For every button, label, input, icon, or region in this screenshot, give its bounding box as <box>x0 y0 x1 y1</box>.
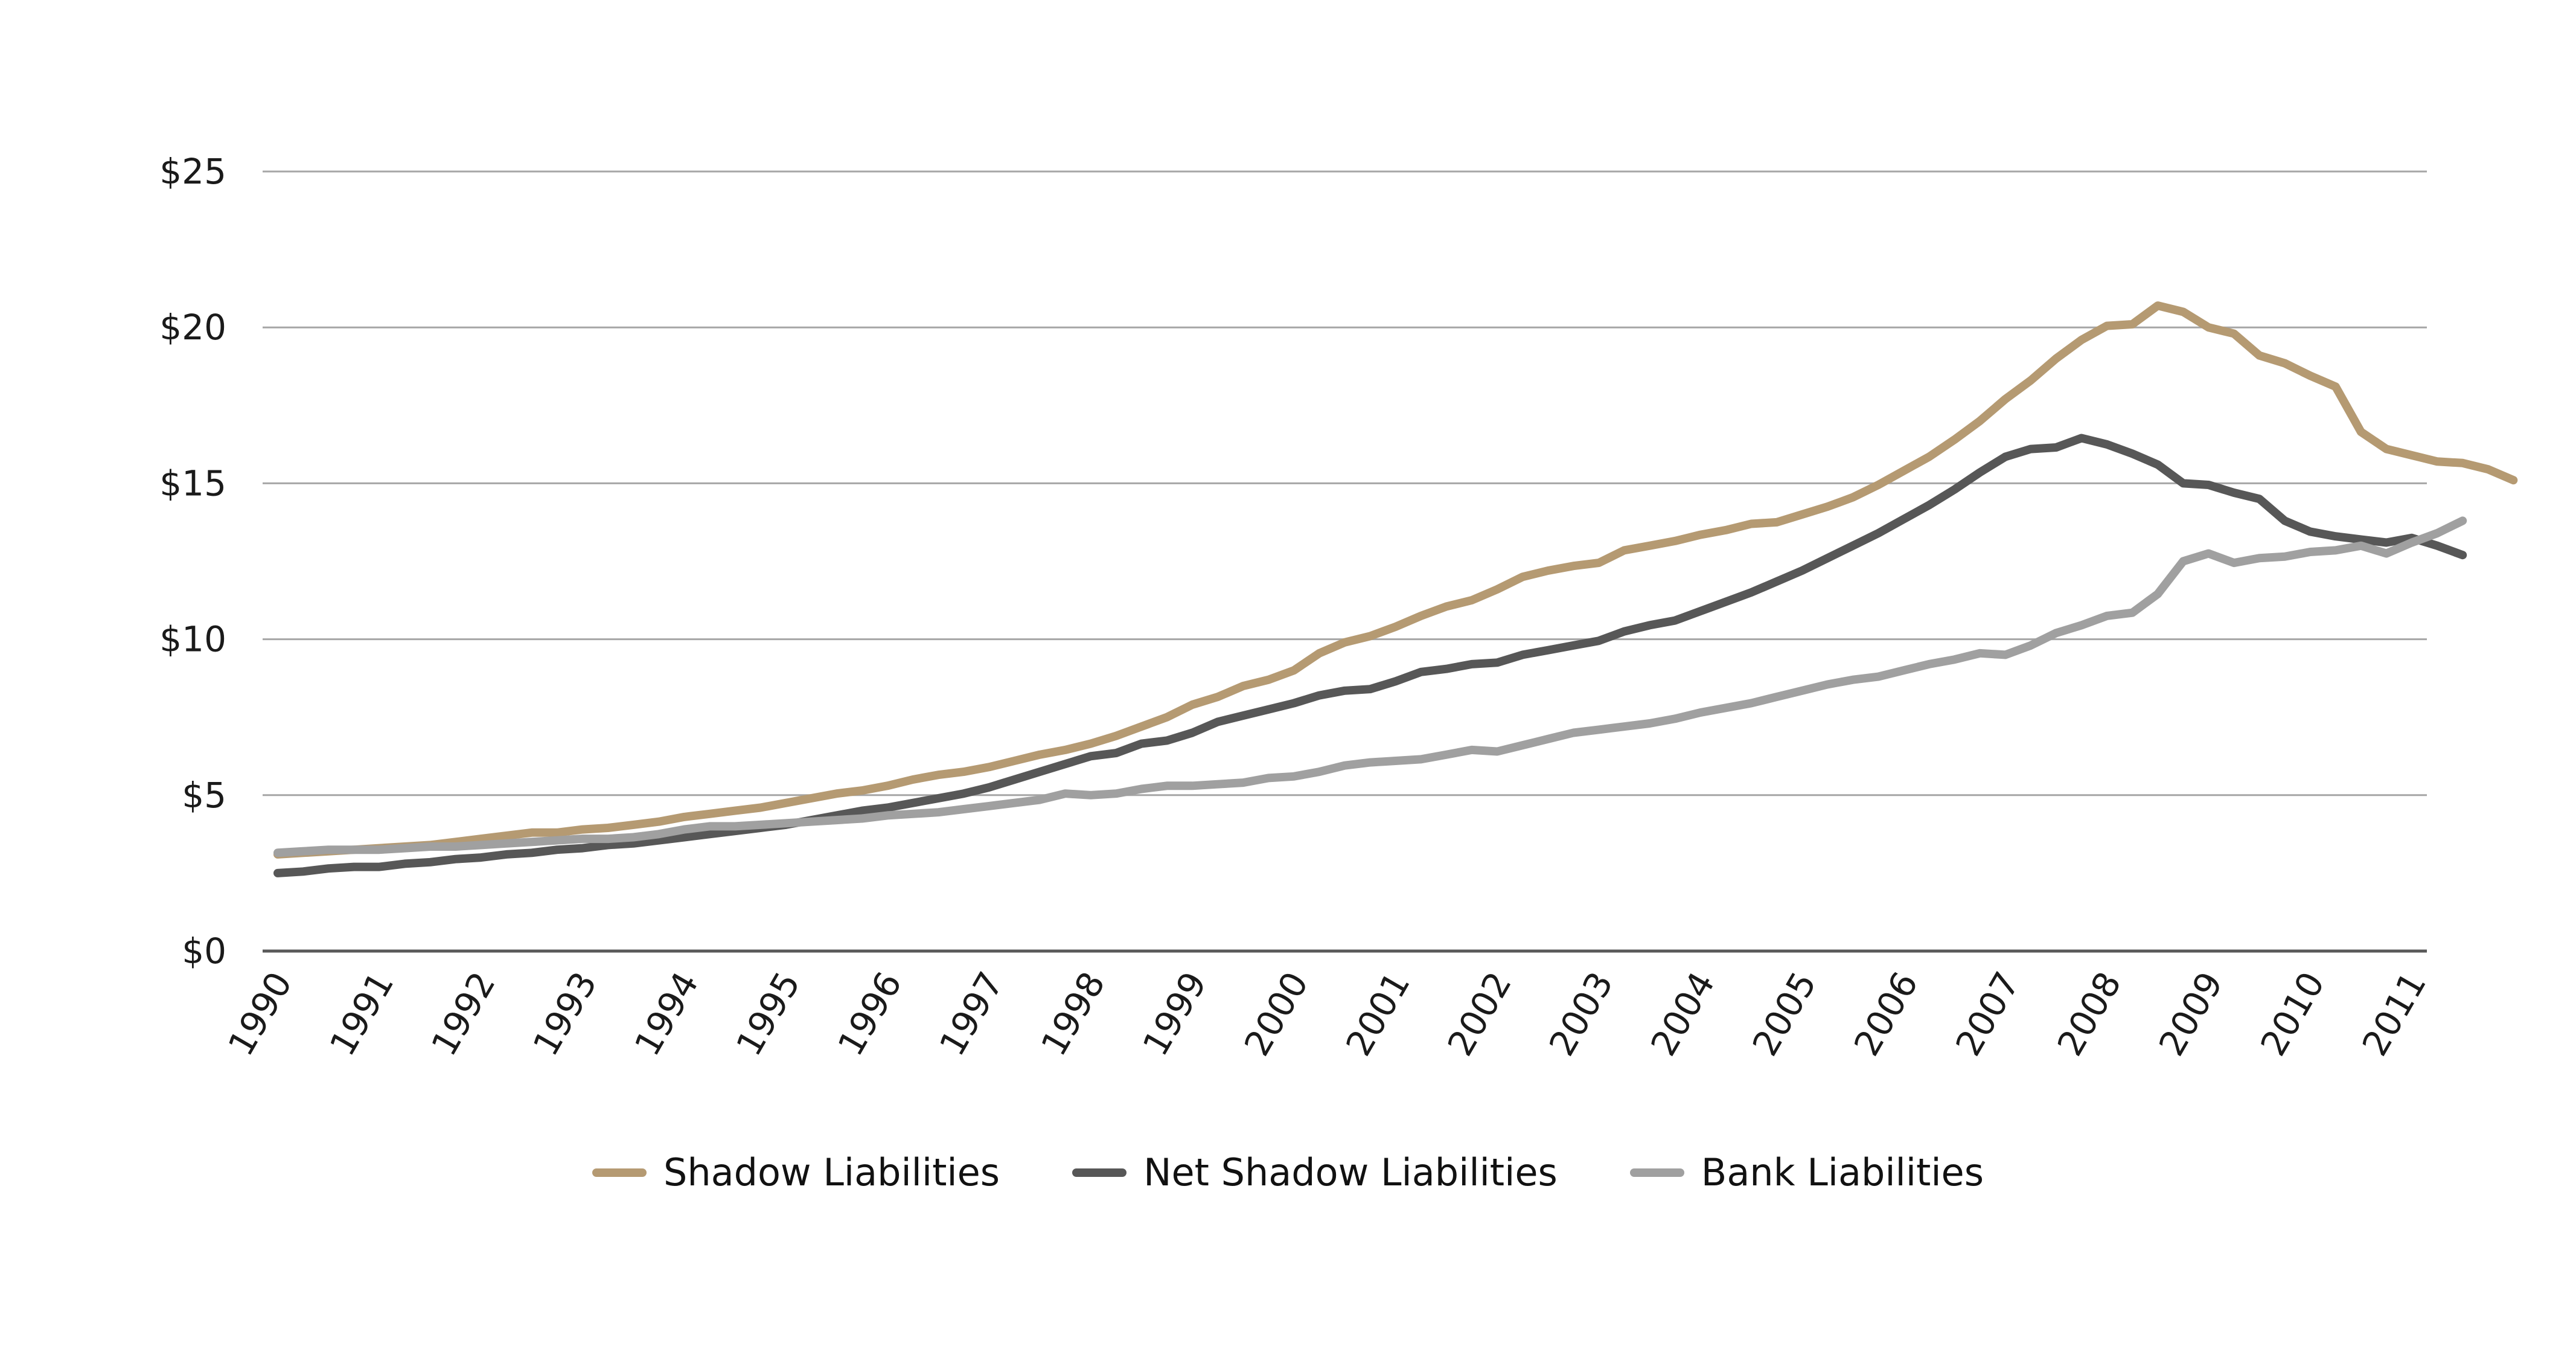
legend-swatch-bank <box>1629 1168 1684 1177</box>
series-line-net-shadow-liabilities <box>273 434 2467 877</box>
legend-swatch-net-shadow <box>1072 1168 1127 1177</box>
x-tick-label: 2010 <box>2252 965 2333 1063</box>
x-tick-label: 1990 <box>220 965 300 1063</box>
x-tick-label: 2001 <box>1338 965 1418 1063</box>
x-tick-label: 2007 <box>1948 965 2028 1063</box>
legend: Shadow Liabilities Net Shadow Liabilitie… <box>0 1150 2576 1194</box>
legend-item-bank-liabilities: Bank Liabilities <box>1629 1150 1984 1194</box>
x-tick-label: 1991 <box>322 965 402 1063</box>
y-tick-label: $20 <box>159 307 226 348</box>
x-tick-label: 1997 <box>932 965 1012 1063</box>
y-tick-label: $15 <box>159 463 226 504</box>
x-tick-label: 1999 <box>1134 965 1215 1063</box>
legend-swatch-shadow <box>592 1168 647 1177</box>
x-tick-label: 2011 <box>2354 965 2434 1063</box>
y-tick-label: $10 <box>159 619 226 660</box>
series-line-bank-liabilities <box>273 516 2467 857</box>
x-tick-label: 2003 <box>1541 965 1622 1063</box>
series-lines <box>273 301 2518 877</box>
x-tick-label: 1995 <box>728 965 808 1063</box>
x-tick-label: 2005 <box>1744 965 1824 1063</box>
x-tick-label: 1996 <box>829 965 910 1063</box>
x-tick-label: 1994 <box>627 965 707 1063</box>
x-tick-label: 2004 <box>1643 965 1723 1063</box>
x-tick-label: 2009 <box>2151 965 2231 1063</box>
y-tick-label: $0 <box>182 931 226 972</box>
x-axis-ticks: 1990 1991 1992 1993 1994 1995 1996 1997 1998 1999… <box>220 965 2434 1063</box>
series-line-shadow-liabilities <box>273 301 2518 859</box>
x-tick-label: 2000 <box>1236 965 1317 1063</box>
gridlines <box>263 170 2427 796</box>
x-tick-label: 1992 <box>423 965 503 1063</box>
x-tick-label: 2008 <box>2049 965 2129 1063</box>
x-tick-label: 1993 <box>525 965 605 1063</box>
legend-label: Bank Liabilities <box>1701 1150 1984 1194</box>
legend-label: Shadow Liabilities <box>663 1150 1000 1194</box>
y-axis-ticks: $0 $5 $10 $15 $20 $25 <box>159 151 226 972</box>
legend-label: Net Shadow Liabilities <box>1143 1150 1558 1194</box>
x-tick-label: 2006 <box>1846 965 1926 1063</box>
y-tick-label: $5 <box>182 775 226 816</box>
x-tick-label: 2002 <box>1439 965 1520 1063</box>
y-tick-label: $25 <box>159 151 226 192</box>
x-tick-label: 1998 <box>1033 965 1113 1063</box>
legend-item-shadow-liabilities: Shadow Liabilities <box>592 1150 1000 1194</box>
legend-item-net-shadow-liabilities: Net Shadow Liabilities <box>1072 1150 1558 1194</box>
